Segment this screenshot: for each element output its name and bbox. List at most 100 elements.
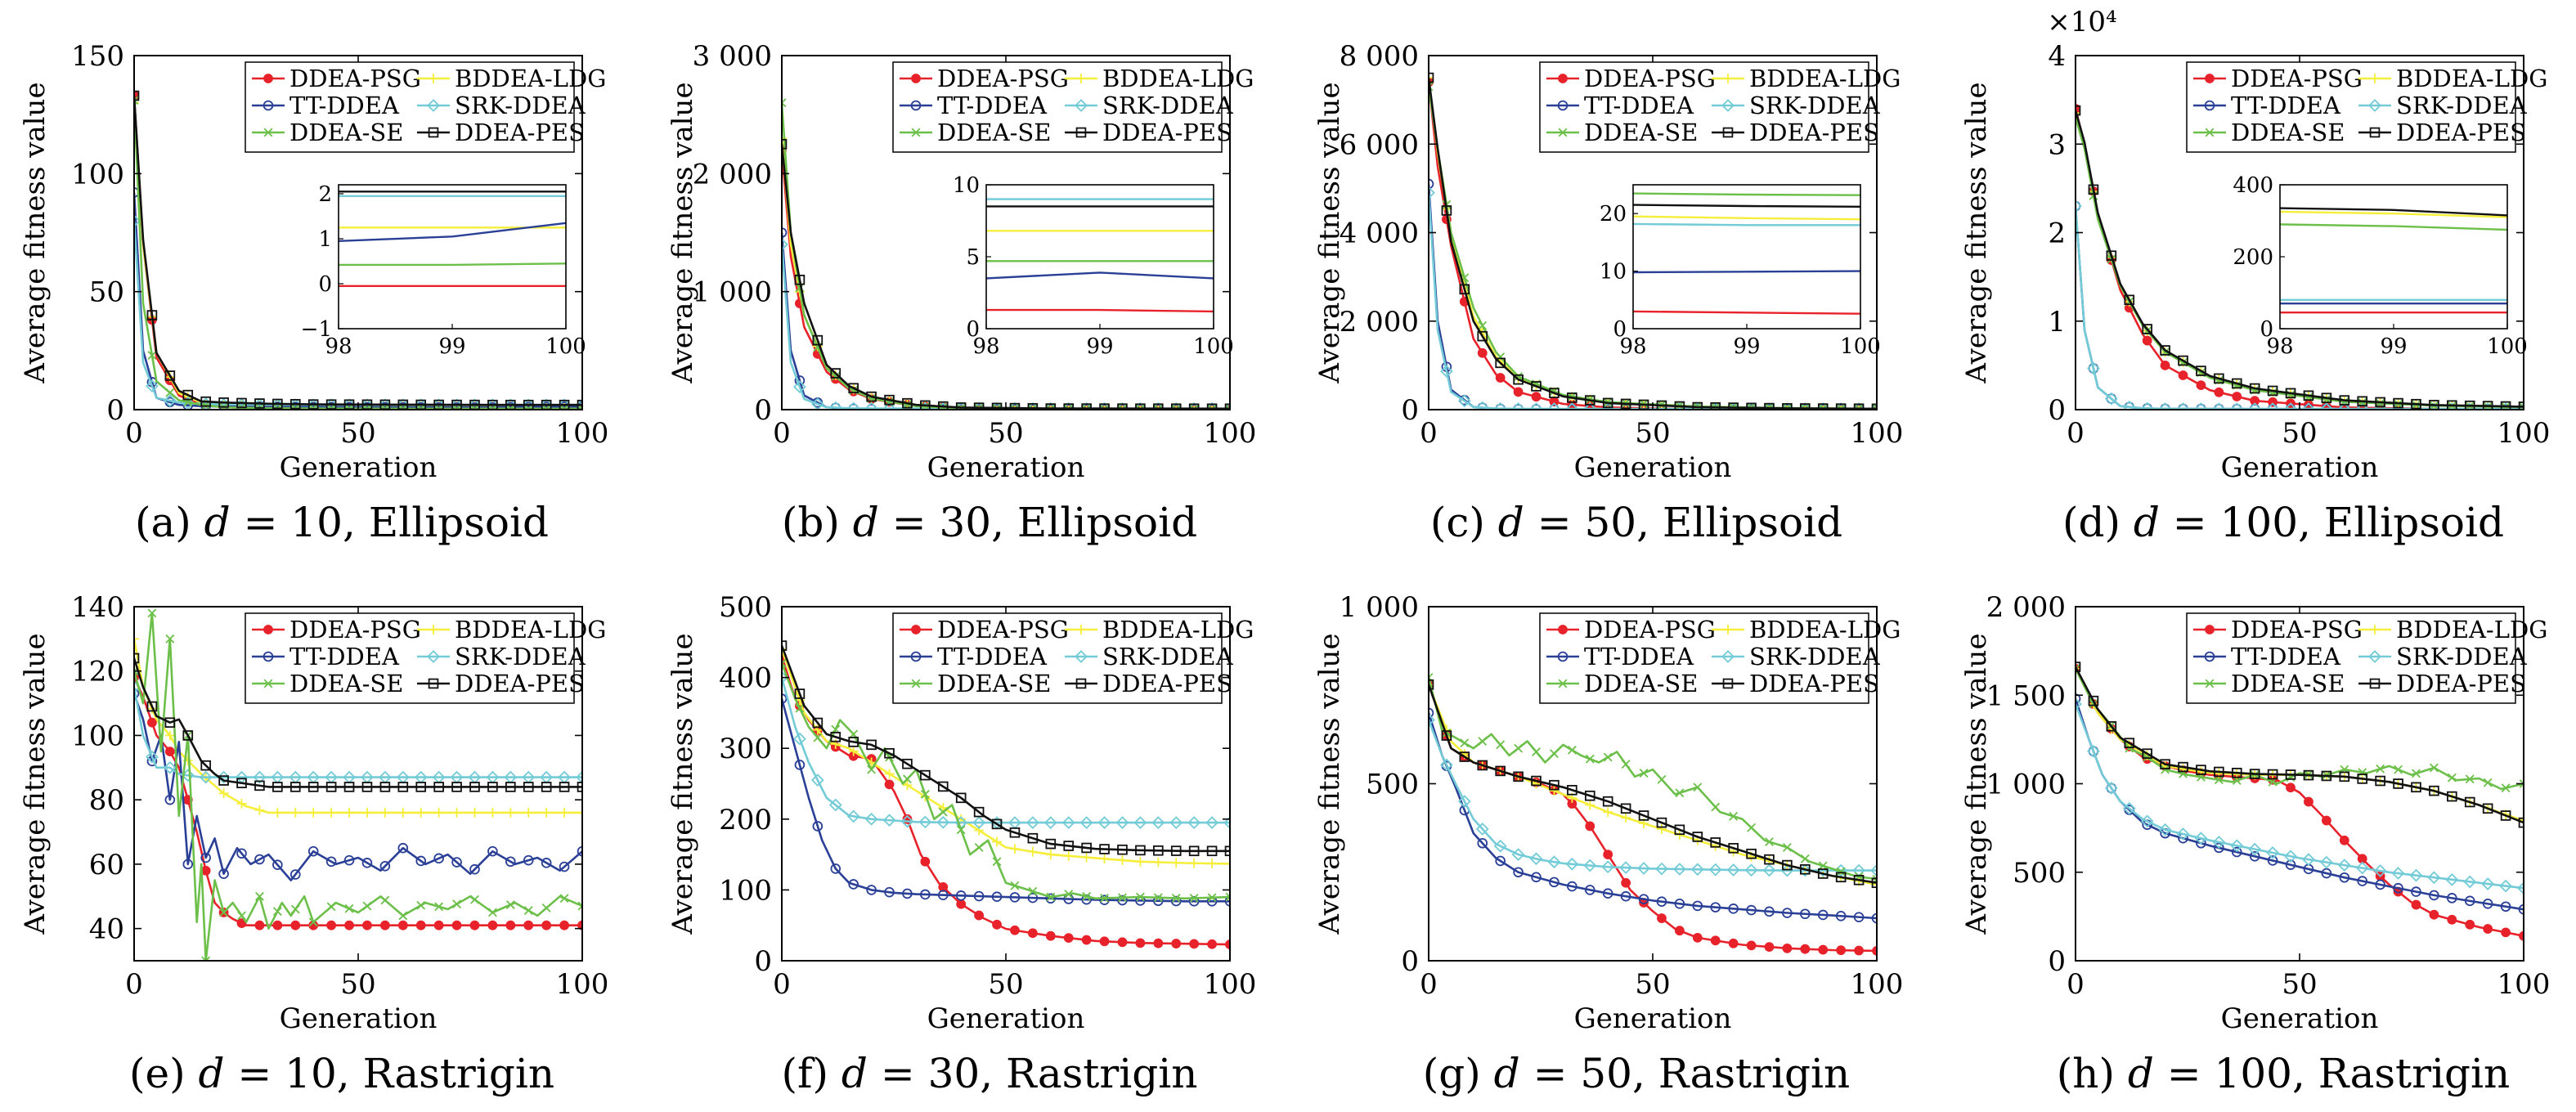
marker-square [2160, 345, 2170, 356]
marker-circle [451, 857, 462, 868]
marker-plus [379, 807, 390, 818]
legend-label: DDEA-PES [1102, 119, 1232, 146]
y-tick-label: 80 [89, 784, 124, 817]
marker-square [1099, 403, 1110, 410]
marker-square [937, 781, 949, 792]
marker-x [1153, 893, 1163, 903]
marker-plus [236, 798, 247, 809]
marker-square [1531, 381, 1542, 392]
y-tick-label: 140 [71, 591, 124, 624]
x-tick-label: 0 [1420, 417, 1438, 450]
legend-label: BDDEA-LDG [1102, 65, 1254, 92]
marker-x [2447, 773, 2457, 782]
marker-diamond [2355, 861, 2369, 875]
marker-diamond [379, 398, 392, 410]
plot-area [2076, 661, 2524, 941]
marker-diamond [2076, 200, 2082, 213]
marker-x [1872, 404, 1877, 410]
marker-dot [2519, 930, 2524, 941]
marker-circle [1853, 912, 1865, 922]
marker-circle [307, 845, 319, 857]
y-tick-label: 60 [89, 849, 124, 881]
marker-diamond [2087, 744, 2100, 758]
marker-plus [1099, 854, 1110, 864]
caption-prefix: (e) [129, 1050, 199, 1097]
marker-diamond [1529, 402, 1543, 410]
caption-prefix: (f) [782, 1050, 841, 1097]
marker-diamond [1529, 852, 1543, 866]
x-axis-label: Generation [1574, 1002, 1732, 1035]
marker-square [1075, 127, 1087, 138]
marker-circle [2321, 868, 2332, 879]
marker-diamond [2409, 868, 2423, 882]
marker-diamond [253, 770, 267, 784]
marker-plus [1135, 856, 1146, 867]
marker-square [289, 782, 301, 792]
marker-square [2249, 769, 2260, 779]
marker-square [451, 782, 462, 792]
marker-x [1567, 745, 1577, 755]
marker-dot [2196, 380, 2206, 391]
marker-square [1620, 803, 1631, 814]
marker-circle [164, 794, 176, 805]
marker-circle [1656, 896, 1667, 907]
series-line-ddea-se [1429, 677, 1877, 881]
caption-var: d [853, 499, 879, 546]
legend-label: BDDEA-LDG [455, 65, 606, 92]
marker-dot [1764, 942, 1775, 953]
marker-circle [2204, 100, 2215, 111]
inset-background [986, 185, 1214, 329]
marker-diamond [900, 401, 914, 410]
marker-circle [272, 859, 283, 870]
marker-x [1585, 754, 1595, 764]
marker-x [1675, 788, 1685, 798]
series-line-ddea-psg [1429, 684, 1877, 953]
inset-y-tick-label: 0 [966, 317, 980, 342]
inset-y-tick-label: 5 [966, 245, 980, 270]
marker-plus [1045, 850, 1056, 860]
caption-rest: = 50, Rastrigin [1520, 1050, 1851, 1097]
marker-diamond [972, 816, 985, 830]
marker-square [379, 782, 391, 792]
marker-diamond [1619, 861, 1632, 874]
marker-circle [1045, 893, 1057, 904]
panel-caption: (b) d = 30, Ellipsoid [782, 499, 1197, 546]
marker-diamond [1026, 816, 1039, 830]
marker-diamond [2266, 402, 2279, 410]
marker-square [307, 782, 319, 792]
marker-square [1135, 403, 1146, 410]
marker-dot [1872, 945, 1877, 956]
marker-square [2369, 678, 2381, 689]
marker-diamond [1429, 713, 1435, 727]
marker-diamond [558, 398, 571, 410]
marker-circle [1764, 906, 1775, 917]
legend-label: DDEA-PSG [937, 616, 1069, 643]
marker-plus [1027, 846, 1038, 857]
marker-dot [1171, 939, 1182, 948]
marker-circle [2482, 898, 2493, 909]
marker-circle [236, 848, 247, 859]
marker-square [2285, 769, 2296, 780]
marker-plus [469, 807, 480, 818]
marker-x [2205, 679, 2215, 688]
marker-dot [263, 74, 273, 83]
legend: DDEA-PSG BDDEA-LDG TT-DDEA SRK-DDEA DDEA-SE D… [245, 612, 606, 704]
marker-diamond [1457, 795, 1471, 809]
marker-diamond [2337, 402, 2351, 410]
marker-square [830, 732, 841, 742]
caption-rest: = 50, Ellipsoid [1524, 499, 1842, 546]
marker-dot [469, 920, 480, 930]
marker-circle [182, 859, 194, 870]
x-tick-label: 0 [773, 417, 791, 450]
marker-square [218, 775, 229, 786]
marker-square [397, 782, 409, 792]
marker-square [2267, 385, 2278, 397]
inset-y-tick-label: 2 [318, 182, 332, 207]
marker-dot [1099, 936, 1110, 947]
marker-diamond [2176, 402, 2190, 410]
marker-dot [1710, 935, 1721, 946]
marker-diamond [1493, 839, 1507, 853]
caption-rest: = 10, Ellipsoid [231, 499, 549, 546]
